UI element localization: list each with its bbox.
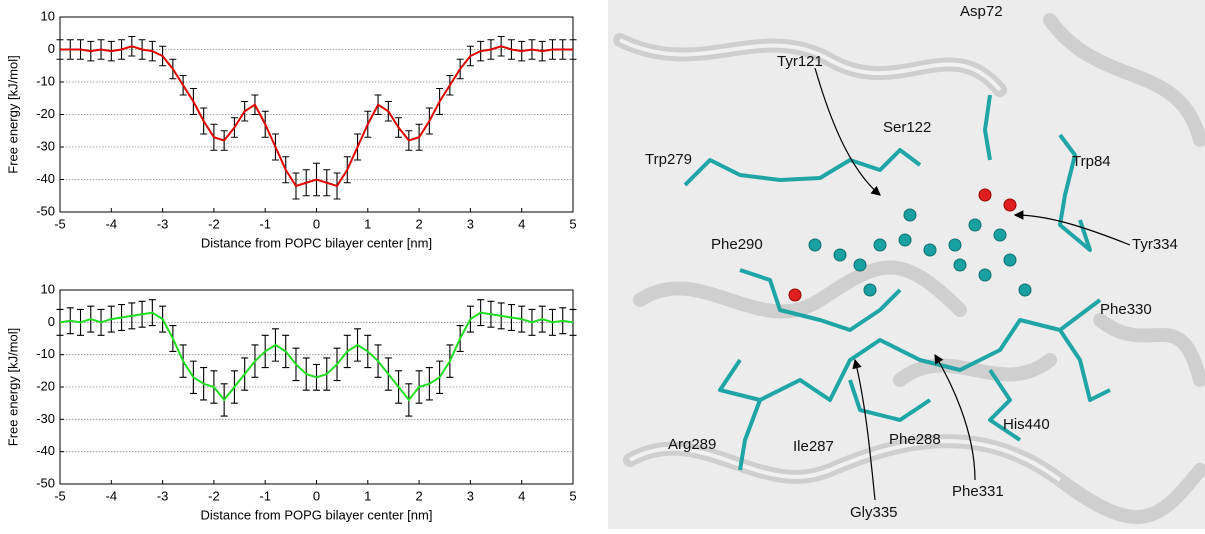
x-tick-label: -3 — [157, 216, 169, 231]
y-tick-label: -30 — [36, 411, 55, 426]
x-tick-label: 4 — [518, 216, 525, 231]
x-tick-label: 4 — [518, 488, 525, 503]
x-tick-label: 2 — [415, 216, 422, 231]
y-tick-label: -10 — [36, 73, 55, 88]
x-tick-label: -2 — [208, 488, 220, 503]
residue-label: Trp279 — [645, 151, 692, 168]
x-tick-label: 3 — [467, 216, 474, 231]
figure: Tyr121 Asp72 Ser122 Trp279 Trp84 Tyr334 Phe290… — [0, 0, 1205, 529]
y-tick-label: -50 — [36, 475, 55, 490]
residue-label: Phe290 — [711, 236, 763, 253]
y-tick-label: -20 — [36, 106, 55, 121]
x-tick-label: -1 — [259, 488, 271, 503]
y-tick-label: -30 — [36, 138, 55, 153]
residue-label: Tyr334 — [1132, 236, 1178, 253]
x-tick-label: -2 — [208, 216, 220, 231]
y-tick-label: -20 — [36, 378, 55, 393]
x-axis-label: Distance from POPC bilayer center [nm] — [201, 235, 432, 250]
residue-label: Phe331 — [952, 483, 1004, 500]
residue-label: Tyr121 — [777, 53, 823, 70]
y-tick-label: -40 — [36, 443, 55, 458]
y-axis-label: Free energy [kJ/mol] — [5, 328, 20, 447]
x-tick-label: 0 — [313, 488, 320, 503]
x-tick-label: 0 — [313, 216, 320, 231]
residue-label: Ser122 — [883, 119, 931, 136]
y-tick-label: 10 — [41, 281, 55, 296]
residue-label: Ile287 — [793, 438, 834, 455]
y-tick-label: -10 — [36, 346, 55, 361]
x-tick-label: -5 — [54, 488, 66, 503]
residue-label: Trp84 — [1072, 153, 1111, 170]
x-tick-label: -4 — [106, 488, 118, 503]
x-tick-label: -1 — [259, 216, 271, 231]
x-tick-label: 5 — [569, 488, 576, 503]
residue-label: His440 — [1003, 416, 1050, 433]
residue-label: Asp72 — [960, 3, 1003, 20]
y-axis-label: Free energy [kJ/mol] — [5, 55, 20, 174]
residue-label: Phe288 — [889, 431, 941, 448]
x-tick-label: 1 — [364, 216, 371, 231]
x-tick-label: -5 — [54, 216, 66, 231]
x-tick-label: 1 — [364, 488, 371, 503]
residue-label: Phe330 — [1100, 301, 1152, 318]
y-tick-label: -40 — [36, 171, 55, 186]
x-tick-label: 5 — [569, 216, 576, 231]
residue-label: Gly335 — [850, 504, 898, 521]
y-tick-label: -50 — [36, 203, 55, 218]
residue-label: Arg289 — [668, 436, 716, 453]
y-tick-label: 10 — [41, 8, 55, 23]
y-tick-label: 0 — [48, 314, 55, 329]
x-axis-label: Distance from POPG bilayer center [nm] — [201, 507, 433, 522]
y-tick-label: 0 — [48, 41, 55, 56]
x-tick-label: -4 — [106, 216, 118, 231]
molecule-panel: Tyr121 Asp72 Ser122 Trp279 Trp84 Tyr334 Phe290… — [608, 0, 1205, 529]
x-tick-label: 3 — [467, 488, 474, 503]
x-tick-label: 2 — [415, 488, 422, 503]
x-tick-label: -3 — [157, 488, 169, 503]
